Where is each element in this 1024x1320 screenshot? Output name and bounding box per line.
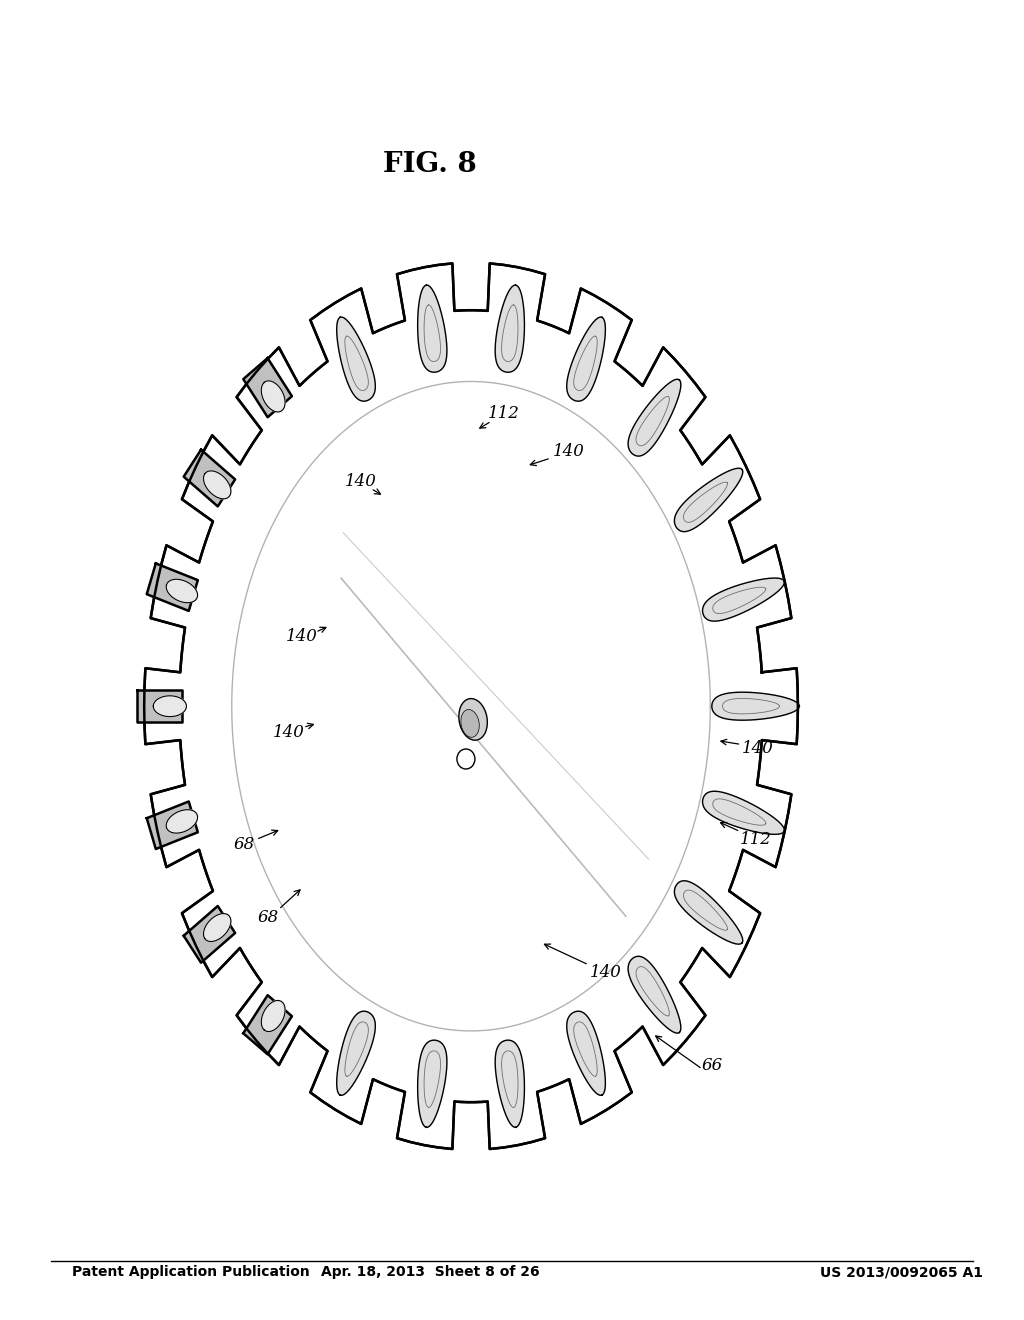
Text: 140: 140 xyxy=(286,628,318,644)
Polygon shape xyxy=(418,1040,446,1127)
Polygon shape xyxy=(166,579,198,603)
Polygon shape xyxy=(675,469,742,532)
Ellipse shape xyxy=(461,710,479,738)
Polygon shape xyxy=(204,913,230,941)
Text: 140: 140 xyxy=(552,444,585,459)
Text: 140: 140 xyxy=(344,474,377,490)
Polygon shape xyxy=(204,471,230,499)
Text: FIG. 8: FIG. 8 xyxy=(383,152,477,178)
Polygon shape xyxy=(137,690,182,722)
Text: 68: 68 xyxy=(233,837,254,853)
Polygon shape xyxy=(144,264,798,1148)
Polygon shape xyxy=(702,791,784,834)
Polygon shape xyxy=(337,317,376,401)
Polygon shape xyxy=(337,1011,376,1096)
Text: Apr. 18, 2013  Sheet 8 of 26: Apr. 18, 2013 Sheet 8 of 26 xyxy=(321,1266,540,1279)
Polygon shape xyxy=(146,564,198,611)
Polygon shape xyxy=(496,1040,524,1127)
Polygon shape xyxy=(146,801,198,849)
Polygon shape xyxy=(166,809,198,833)
Polygon shape xyxy=(154,696,186,717)
Polygon shape xyxy=(702,578,784,622)
Text: 140: 140 xyxy=(272,725,305,741)
Text: 140: 140 xyxy=(741,741,774,756)
Polygon shape xyxy=(183,906,236,962)
Polygon shape xyxy=(675,880,742,944)
Polygon shape xyxy=(628,956,681,1034)
Text: Patent Application Publication: Patent Application Publication xyxy=(72,1266,309,1279)
Ellipse shape xyxy=(459,698,487,741)
Text: 140: 140 xyxy=(590,965,623,981)
Polygon shape xyxy=(628,379,681,457)
Polygon shape xyxy=(244,358,292,417)
Text: 66: 66 xyxy=(701,1057,722,1073)
Text: 112: 112 xyxy=(487,405,520,421)
Polygon shape xyxy=(712,692,800,721)
Text: US 2013/0092065 A1: US 2013/0092065 A1 xyxy=(819,1266,983,1279)
Polygon shape xyxy=(566,1011,605,1096)
Polygon shape xyxy=(244,995,292,1055)
Polygon shape xyxy=(566,317,605,401)
Polygon shape xyxy=(261,1001,285,1032)
Text: 68: 68 xyxy=(258,909,279,925)
Text: 112: 112 xyxy=(739,832,772,847)
Ellipse shape xyxy=(457,748,475,770)
Polygon shape xyxy=(261,380,285,412)
Polygon shape xyxy=(183,450,236,507)
Polygon shape xyxy=(418,285,446,372)
Polygon shape xyxy=(496,285,524,372)
